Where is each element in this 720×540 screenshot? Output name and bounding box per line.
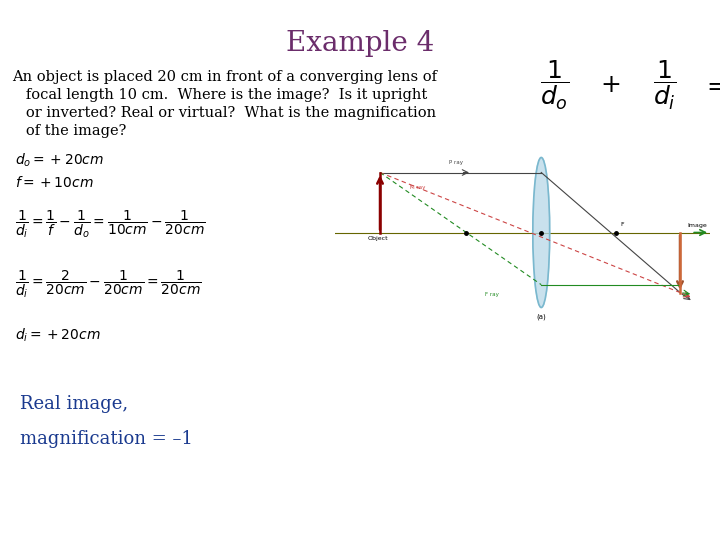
Text: Real image,: Real image, — [20, 395, 128, 413]
Text: F: F — [620, 222, 624, 227]
Text: $\dfrac{1}{d_i}$: $\dfrac{1}{d_i}$ — [653, 58, 677, 111]
Text: $\dfrac{1}{d_i} = \dfrac{2}{20cm} - \dfrac{1}{20cm} = \dfrac{1}{20cm}$: $\dfrac{1}{d_i} = \dfrac{2}{20cm} - \dfr… — [15, 268, 202, 300]
Text: $d_o = +20cm$: $d_o = +20cm$ — [15, 152, 104, 170]
Text: F ray: F ray — [485, 292, 499, 297]
Text: (a): (a) — [536, 314, 546, 320]
Text: P ray: P ray — [449, 160, 464, 165]
Text: focal length 10 cm.  Where is the image?  Is it upright: focal length 10 cm. Where is the image? … — [12, 88, 427, 102]
Ellipse shape — [533, 158, 549, 307]
Text: An object is placed 20 cm in front of a converging lens of: An object is placed 20 cm in front of a … — [12, 70, 437, 84]
Text: Object: Object — [368, 236, 388, 241]
Text: $\dfrac{1}{d_o}$: $\dfrac{1}{d_o}$ — [541, 58, 570, 111]
Text: $=$: $=$ — [703, 73, 720, 97]
Text: $d_i = +20cm$: $d_i = +20cm$ — [15, 327, 101, 345]
Text: or inverted? Real or virtual?  What is the magnification: or inverted? Real or virtual? What is th… — [12, 106, 436, 120]
Text: Example 4: Example 4 — [286, 30, 434, 57]
Text: M ray: M ray — [410, 185, 426, 191]
Text: $+$: $+$ — [600, 73, 620, 97]
Text: $f = +10cm$: $f = +10cm$ — [15, 175, 94, 190]
Text: of the image?: of the image? — [12, 124, 127, 138]
Text: $\dfrac{1}{d_i} = \dfrac{1}{f} - \dfrac{1}{d_o} = \dfrac{1}{10cm} - \dfrac{1}{20: $\dfrac{1}{d_i} = \dfrac{1}{f} - \dfrac{… — [15, 208, 205, 240]
Text: magnification = –1: magnification = –1 — [20, 430, 193, 448]
Text: Image: Image — [688, 223, 707, 228]
